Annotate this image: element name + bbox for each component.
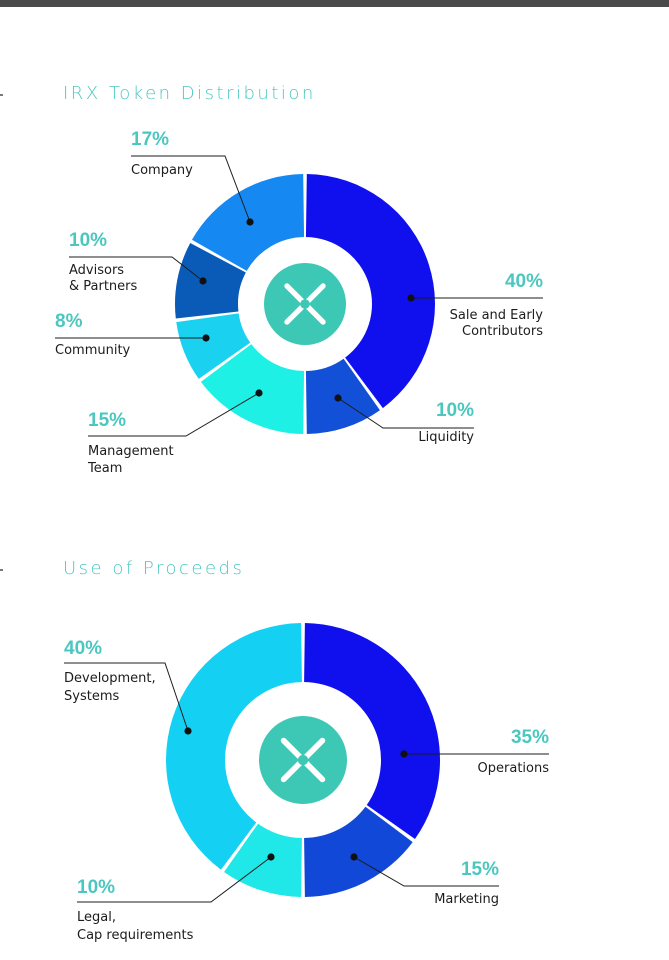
- category-label-development-systems: Systems: [64, 689, 119, 704]
- data-label-liquidity: 10%: [436, 400, 474, 421]
- top-bar: [0, 0, 669, 7]
- category-label-development-systems: Development,: [64, 671, 156, 686]
- slice-operations: [304, 623, 440, 839]
- data-label-community: 8%: [55, 311, 83, 332]
- slice-sale-and-early-contributors: [305, 174, 436, 409]
- leader-dot-operations: [400, 750, 408, 758]
- leader-dot-legal-cap-requirements: [267, 853, 275, 861]
- category-label-sale-and-early-contributors: Contributors: [462, 324, 543, 339]
- data-label-advisors-and-partners: 10%: [69, 230, 107, 251]
- slice-advisors-and-partners: [174, 242, 246, 319]
- category-label-operations: Operations: [478, 761, 550, 776]
- leader-dot-liquidity: [334, 394, 342, 402]
- category-label-legal-cap-requirements: Cap requirements: [77, 928, 194, 943]
- category-label-liquidity: Liquidity: [418, 430, 474, 445]
- category-label-company: Company: [131, 163, 193, 178]
- category-label-management-team: Management: [88, 444, 174, 459]
- irx-x-logo-icon: [264, 263, 346, 345]
- leader-line-legal-cap-requirements: [77, 856, 272, 903]
- irx-x-logo-icon: [259, 716, 347, 804]
- category-label-legal-cap-requirements: Legal,: [77, 910, 116, 925]
- leader-line-development-systems: [64, 662, 189, 732]
- slice-management-team: [200, 344, 305, 434]
- use-of-proceeds-donut: 35% Operations 15% Marketing 10% Legal, Cap re…: [64, 623, 549, 943]
- leader-line-company: [131, 155, 251, 223]
- category-label-sale-and-early-contributors: Sale and Early: [450, 308, 544, 323]
- category-label-advisors-and-partners: & Partners: [69, 279, 138, 294]
- slice-community: [176, 313, 251, 379]
- leader-dot-marketing: [350, 853, 358, 861]
- leader-dot-community: [202, 334, 210, 342]
- leader-dot-company: [246, 218, 254, 226]
- category-label-advisors-and-partners: Advisors: [69, 263, 124, 278]
- leader-dot-advisors-and-partners: [199, 277, 207, 285]
- section-title-token-distribution: IRX Token Distribution: [63, 83, 316, 104]
- leader-line-marketing: [353, 856, 499, 887]
- slice-legal-cap-requirements: [224, 823, 302, 897]
- leader-dot-management-team: [255, 389, 263, 397]
- data-label-development-systems: 40%: [64, 638, 102, 659]
- leader-dot-development-systems: [184, 727, 192, 735]
- slice-development-systems: [165, 623, 302, 870]
- slice-marketing: [304, 806, 413, 897]
- category-label-management-team: Team: [87, 461, 122, 476]
- data-label-marketing: 15%: [461, 859, 499, 880]
- data-label-legal-cap-requirements: 10%: [77, 877, 115, 898]
- slice-liquidity: [305, 358, 380, 434]
- leader-line-advisors-and-partners: [69, 256, 204, 282]
- leader-line-liquidity: [337, 397, 474, 429]
- section-title-use-of-proceeds: Use of Proceeds: [63, 558, 245, 579]
- leader-dot-sale-and-early-contributors: [407, 294, 415, 302]
- data-label-management-team: 15%: [88, 410, 126, 431]
- category-label-marketing: Marketing: [434, 892, 499, 907]
- margin-tick: [0, 569, 3, 571]
- margin-tick: [0, 94, 3, 96]
- data-label-company: 17%: [131, 129, 169, 150]
- data-label-operations: 35%: [511, 727, 549, 748]
- category-label-community: Community: [55, 343, 131, 358]
- leader-line-management-team: [88, 392, 260, 437]
- data-label-sale-and-early-contributors: 40%: [505, 271, 543, 292]
